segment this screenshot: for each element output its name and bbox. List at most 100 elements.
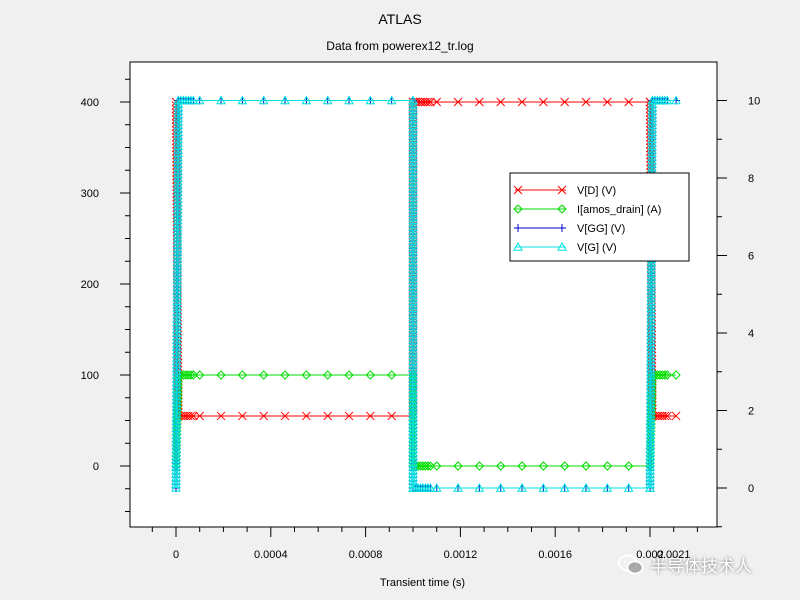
legend-label: V[GG] (V): [577, 223, 625, 235]
data-point: [216, 411, 226, 421]
legend-item: V[GG] (V): [514, 223, 625, 235]
data-point: [237, 95, 248, 105]
data-point: [258, 370, 269, 380]
data-point: [216, 95, 226, 105]
data-point: [557, 204, 567, 214]
chart-title: ATLAS: [378, 11, 422, 27]
data-point: [453, 97, 463, 107]
data-point: [671, 95, 681, 105]
data-point: [538, 97, 548, 107]
data-point: [186, 370, 196, 380]
data-point: [602, 461, 613, 471]
data-point: [432, 97, 442, 107]
data-point: [323, 411, 333, 421]
data-point: [189, 411, 198, 421]
x-tick-label: 0.0016: [538, 549, 572, 561]
data-point: [560, 97, 570, 107]
chart-subtitle: Data from powerex12_tr.log: [326, 39, 474, 53]
data-point: [344, 370, 354, 380]
x-tick-label: 0.0008: [349, 549, 383, 561]
data-point: [671, 370, 681, 380]
data-point: [581, 97, 591, 107]
data-point: [495, 482, 506, 492]
x-tick-label: 0.002: [636, 549, 664, 561]
data-point: [216, 370, 226, 380]
data-point: [344, 95, 354, 105]
data-point: [517, 482, 527, 492]
data-point: [423, 461, 433, 471]
data-point: [322, 95, 333, 105]
data-point: [513, 241, 523, 251]
series-layer: [171, 95, 681, 492]
data-point: [453, 482, 463, 492]
data-point: [195, 411, 205, 421]
data-point: [663, 411, 672, 421]
data-point: [188, 370, 199, 380]
data-point: [660, 411, 670, 421]
data-point: [474, 461, 485, 471]
x-tick-label: 0.0021: [657, 549, 691, 561]
data-point: [238, 411, 247, 421]
data-point: [425, 482, 436, 492]
legend-item: V[D] (V): [513, 185, 616, 197]
data-point: [517, 461, 527, 471]
data-point: [301, 370, 312, 380]
data-point: [559, 482, 570, 492]
data-point: [301, 95, 312, 105]
data-point: [386, 95, 397, 105]
data-point: [602, 482, 613, 492]
data-point: [431, 461, 442, 471]
data-point: [280, 95, 290, 105]
y-right-tick-label: 6: [748, 251, 754, 263]
data-point: [581, 482, 591, 492]
data-point: [623, 461, 634, 471]
data-point: [662, 370, 673, 380]
data-point: [496, 97, 506, 107]
data-point: [365, 95, 376, 105]
data-point: [365, 370, 376, 380]
data-point: [423, 97, 433, 107]
data-point: [365, 411, 375, 421]
watermark: 半导体技术人: [618, 552, 752, 577]
legend-box: [509, 172, 690, 262]
data-point: [623, 482, 634, 492]
data-point: [387, 411, 397, 421]
data-point: [671, 411, 681, 421]
data-point: [426, 97, 435, 107]
watermark-text: 半导体技术人: [650, 557, 752, 577]
data-point: [581, 461, 591, 471]
y-right-tick-label: 8: [748, 173, 754, 185]
y-left-tick-label: 0: [93, 461, 99, 473]
data-point: [513, 185, 523, 195]
y-left-tick-label: 400: [81, 97, 99, 109]
data-point: [322, 370, 333, 380]
y-right-tick-label: 10: [748, 96, 760, 108]
legend-label: V[D] (V): [577, 185, 616, 197]
y-left-tick-label: 300: [81, 188, 99, 200]
legend-label: I[amos_drain] (A): [577, 204, 661, 216]
data-point: [425, 461, 436, 471]
data-point: [475, 97, 484, 107]
y-right-tick-label: 4: [748, 328, 754, 340]
data-point: [517, 97, 527, 107]
data-point: [258, 95, 269, 105]
data-point: [495, 461, 506, 471]
legend: V[D] (V) I[amos_drain] (A) V[GG] (V) V[G] (…: [509, 172, 690, 262]
x-tick-label: 0.0004: [254, 549, 288, 561]
data-point: [194, 95, 205, 105]
data-point: [538, 482, 549, 492]
data-point: [558, 224, 566, 232]
data-point: [259, 411, 269, 421]
data-point: [513, 204, 523, 214]
data-point: [453, 461, 463, 471]
x-tick-label: 0.0012: [444, 549, 478, 561]
data-point: [344, 411, 354, 421]
data-point: [538, 461, 549, 471]
x-axis-label: Transient time (s): [379, 577, 466, 589]
legend-item: I[amos_drain] (A): [513, 204, 661, 216]
data-point: [559, 461, 570, 471]
x-tick-label: 0: [173, 549, 179, 561]
legend-item: V[G] (V): [513, 241, 617, 254]
